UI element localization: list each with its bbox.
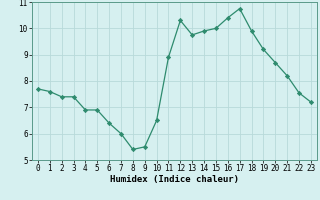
X-axis label: Humidex (Indice chaleur): Humidex (Indice chaleur) [110, 175, 239, 184]
